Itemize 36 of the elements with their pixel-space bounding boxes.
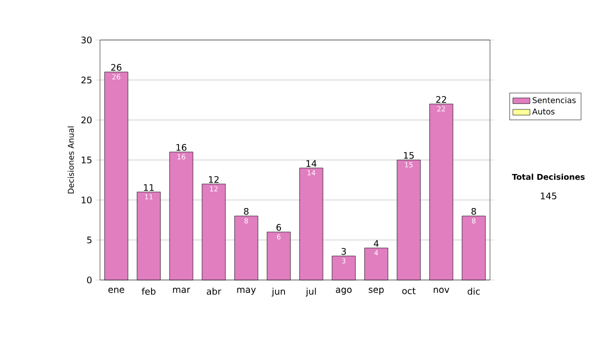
x-tick-label: feb: [142, 288, 156, 295]
total-label: 14: [306, 160, 316, 167]
y-axis-title: Decisiones Anual: [68, 126, 74, 194]
total-label: 6: [276, 224, 282, 231]
x-tick-label: may: [237, 288, 256, 295]
total-label: 11: [144, 184, 154, 191]
total-label: 8: [244, 208, 249, 215]
text: Total Decisiones: [512, 174, 585, 180]
y-tick-label: 30: [81, 36, 92, 44]
y-tick-label: 10: [82, 196, 92, 204]
x-tick-label: mar: [173, 288, 190, 293]
text: 145: [540, 192, 556, 200]
x-tick-label: jul: [306, 288, 316, 296]
total-label: 16: [176, 144, 186, 151]
x-tick-label: jun: [272, 288, 285, 296]
total-label: 4: [374, 240, 379, 247]
x-tick-label: dic: [468, 288, 480, 295]
x-tick-label: abr: [206, 288, 222, 295]
legend-label: Autos: [532, 108, 555, 115]
total-label: 22: [436, 96, 446, 103]
x-tick-label: ago: [336, 288, 352, 295]
y-tick-label: 15: [82, 156, 92, 164]
x-tick-label: ene: [108, 288, 124, 293]
y-tick-label: 5: [87, 236, 92, 244]
x-tick-label: sep: [368, 288, 384, 295]
x-tick-label: oct: [402, 288, 416, 294]
y-tick-label: 20: [81, 116, 92, 124]
total-label: 8: [471, 208, 476, 215]
total-label: 12: [209, 176, 219, 183]
total-label: 3: [342, 248, 346, 255]
y-tick-label: 0: [87, 276, 92, 284]
legend-label: Sentencias: [532, 97, 576, 104]
x-tick-label: nov: [434, 288, 450, 293]
total-label: 26: [111, 64, 122, 71]
y-tick-label: 25: [81, 76, 92, 84]
total-label: 15: [404, 152, 414, 159]
